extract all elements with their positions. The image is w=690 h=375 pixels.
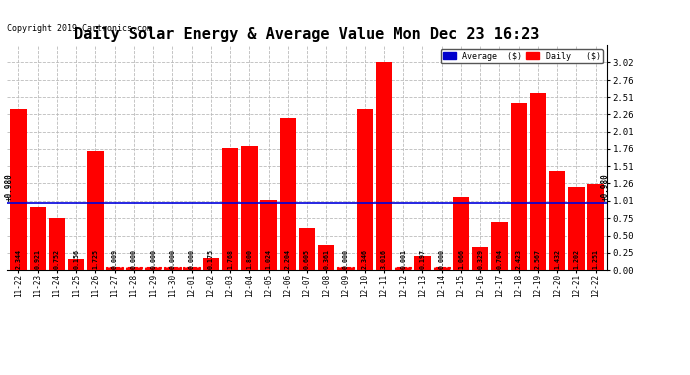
Text: 0.704: 0.704 [496,249,502,269]
Text: 0.329: 0.329 [477,249,483,269]
Bar [241,146,257,270]
Text: 0.000: 0.000 [131,249,137,269]
Bar [87,151,104,270]
Text: 1.800: 1.800 [246,249,253,269]
Bar [395,267,411,270]
Bar [414,256,431,270]
Bar [126,267,142,270]
Text: 0.000: 0.000 [342,249,348,269]
Bar [203,258,219,270]
Text: 0.156: 0.156 [73,249,79,269]
Bar [530,93,546,270]
Bar [433,267,450,270]
Bar [337,267,354,270]
Bar [491,222,508,270]
Bar [453,196,469,270]
Bar [357,109,373,270]
Text: 1.066: 1.066 [458,249,464,269]
Text: +0.980: +0.980 [4,173,13,201]
Text: 2.344: 2.344 [15,249,21,269]
Text: 0.000: 0.000 [188,249,195,269]
Text: 2.346: 2.346 [362,249,368,269]
Bar [145,267,161,270]
Text: 1.202: 1.202 [573,249,580,269]
Bar [106,269,123,270]
Text: 0.000: 0.000 [169,249,175,269]
Text: 2.204: 2.204 [285,249,290,269]
Text: 0.921: 0.921 [34,249,41,269]
Text: 0.605: 0.605 [304,249,310,269]
Bar [10,109,27,270]
Text: Copyright 2019 Cartronics.com: Copyright 2019 Cartronics.com [7,24,152,33]
Text: 1.432: 1.432 [554,249,560,269]
Bar [184,267,200,270]
Text: 1.024: 1.024 [266,249,272,269]
Bar [68,259,84,270]
Text: 0.175: 0.175 [208,249,214,269]
Bar [222,148,238,270]
Bar [318,245,335,270]
Bar [587,184,604,270]
Bar [279,118,296,270]
Text: 2.423: 2.423 [515,249,522,269]
Bar [569,187,584,270]
Text: 1.251: 1.251 [593,249,599,269]
Text: 0.752: 0.752 [54,249,60,269]
Bar [260,200,277,270]
Bar [49,218,65,270]
Text: +0.980: +0.980 [601,173,610,201]
Text: 2.567: 2.567 [535,249,541,269]
Bar [299,228,315,270]
Text: 3.016: 3.016 [381,249,387,269]
Text: 0.197: 0.197 [420,249,426,269]
Text: 0.009: 0.009 [112,249,118,269]
Title: Daily Solar Energy & Average Value Mon Dec 23 16:23: Daily Solar Energy & Average Value Mon D… [75,27,540,42]
Text: 0.361: 0.361 [324,249,329,269]
Bar [376,63,392,270]
Text: 0.000: 0.000 [439,249,445,269]
Text: 1.725: 1.725 [92,249,99,269]
Text: 0.000: 0.000 [150,249,156,269]
Text: 0.001: 0.001 [400,249,406,269]
Legend: Average  ($), Daily   ($): Average ($), Daily ($) [440,49,603,63]
Bar [511,103,527,270]
Text: 1.768: 1.768 [227,249,233,269]
Bar [549,171,565,270]
Bar [30,207,46,270]
Bar [164,267,181,270]
Bar [472,248,489,270]
Bar [106,267,123,270]
